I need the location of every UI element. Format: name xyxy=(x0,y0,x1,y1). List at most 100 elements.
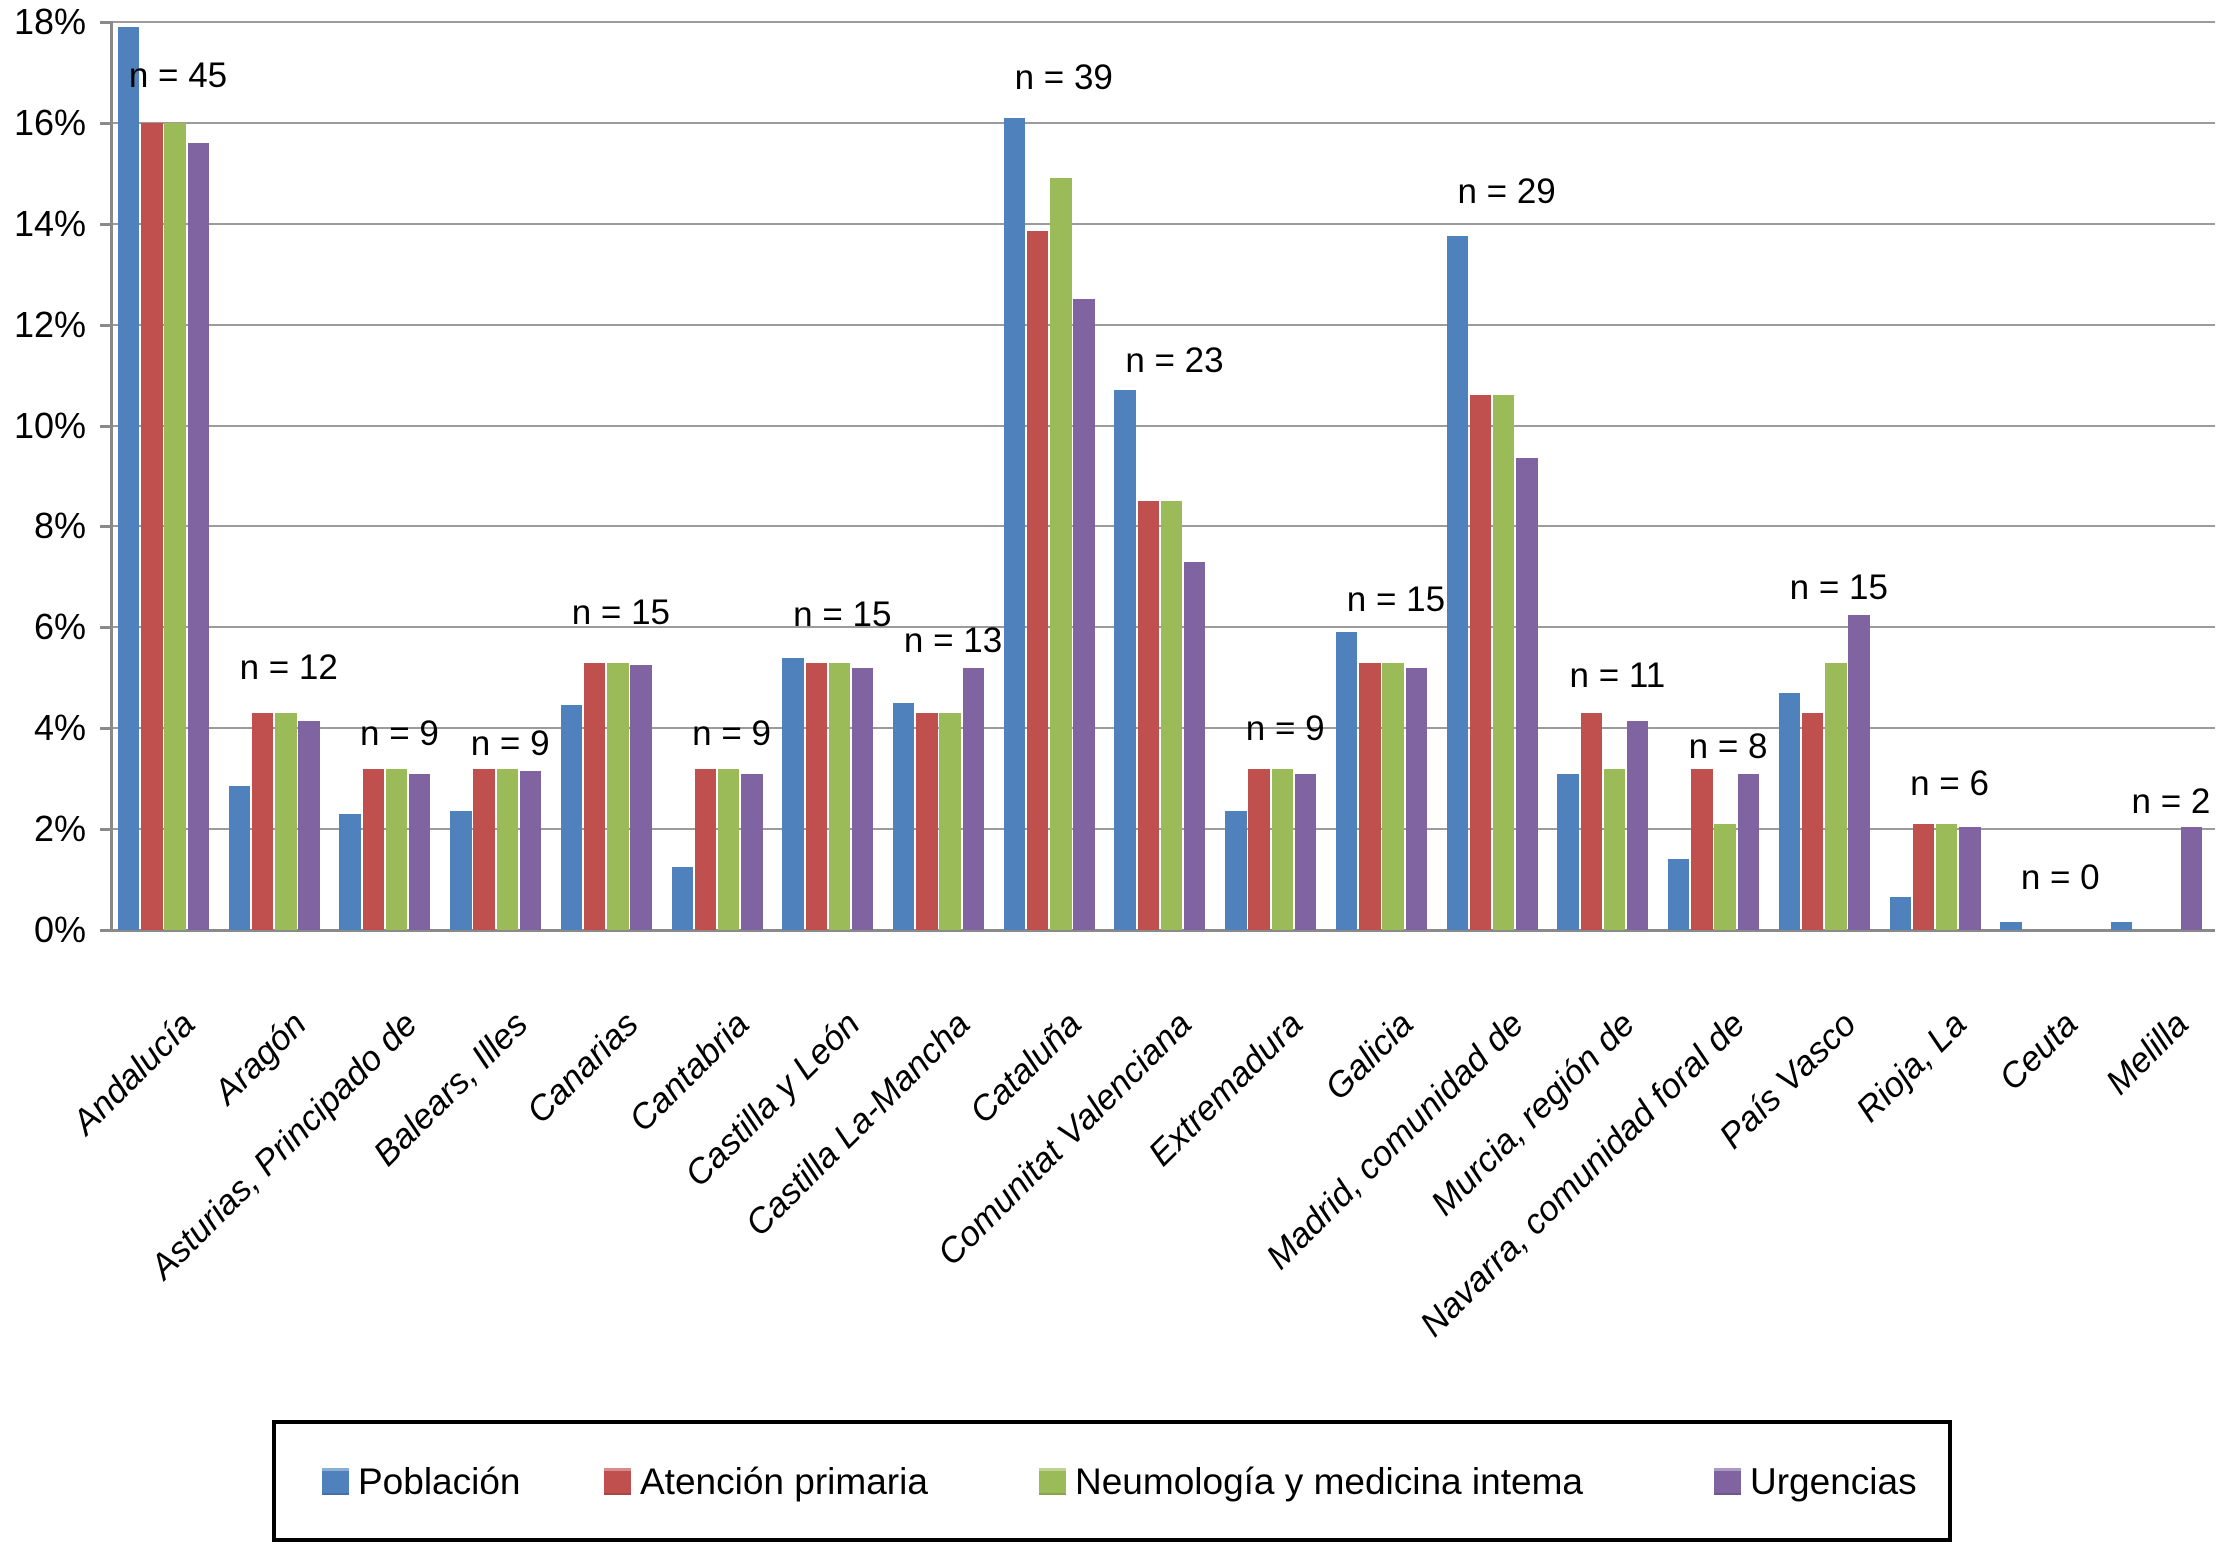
legend-label: Urgencias xyxy=(1750,1460,1917,1502)
group-count-label: n = 9 xyxy=(470,723,550,763)
gridline-16pct xyxy=(110,121,2215,124)
group-count-label: n = 12 xyxy=(239,648,338,688)
x-axis-line xyxy=(110,929,2215,932)
bar-atenci-n-primaria-9 xyxy=(1026,231,1049,930)
group-count-label: n = 13 xyxy=(903,620,1003,660)
bar-urgencias-17 xyxy=(1959,826,1981,930)
bar-poblaci-n-18 xyxy=(2000,922,2022,930)
legend-label: Neumología y medicina intema xyxy=(1075,1460,1583,1502)
x-axis-label-andaluc-a: Andalucía xyxy=(65,1004,203,1142)
bar-poblaci-n-2 xyxy=(228,786,251,930)
bar-poblaci-n-9 xyxy=(1003,117,1026,930)
legend-item-atenci-n-primaria: Atención primaria xyxy=(604,1424,928,1538)
bar-urgencias-11 xyxy=(1294,773,1317,930)
bar-poblaci-n-8 xyxy=(893,702,915,930)
bar-atenci-n-primaria-4 xyxy=(473,768,495,930)
bar-atenci-n-primaria-8 xyxy=(916,713,938,930)
bar-urgencias-8 xyxy=(962,667,985,930)
bar-neumolog-a-y-medicina-intema-3 xyxy=(385,768,408,930)
group-count-label: n = 9 xyxy=(692,713,772,753)
bar-atenci-n-primaria-17 xyxy=(1912,824,1935,930)
y-axis-tick-6pct xyxy=(100,626,112,630)
legend-swatch-icon xyxy=(1039,1467,1066,1495)
bar-neumolog-a-y-medicina-intema-5 xyxy=(607,662,629,930)
legend-label: Atención primaria xyxy=(640,1460,928,1502)
y-axis-tick-18pct xyxy=(100,20,112,24)
bar-atenci-n-primaria-15 xyxy=(1691,768,1713,930)
y-axis-tick-label: 10% xyxy=(13,404,86,446)
bar-poblaci-n-11 xyxy=(1225,811,1247,930)
bar-atenci-n-primaria-13 xyxy=(1469,395,1492,930)
group-count-label: n = 9 xyxy=(360,713,439,753)
bar-poblaci-n-13 xyxy=(1446,236,1469,930)
bar-neumolog-a-y-medicina-intema-7 xyxy=(828,662,851,930)
legend-item-neumolog-a-y-medicina-intema: Neumología y medicina intema xyxy=(1039,1424,1583,1538)
y-axis-tick-label: 4% xyxy=(33,707,86,749)
x-axis-label-melilla: Melilla xyxy=(2098,1004,2196,1103)
bar-neumolog-a-y-medicina-intema-4 xyxy=(496,768,518,930)
bar-atenci-n-primaria-14 xyxy=(1580,713,1602,930)
bar-urgencias-15 xyxy=(1737,773,1760,930)
bar-urgencias-7 xyxy=(851,667,874,930)
bar-urgencias-19 xyxy=(2180,826,2202,930)
bar-neumolog-a-y-medicina-intema-13 xyxy=(1493,395,1515,930)
bar-atenci-n-primaria-1 xyxy=(141,122,163,930)
legend: Población Atención primaria Neumología y m… xyxy=(272,1420,1952,1542)
legend-swatch-icon xyxy=(1714,1467,1741,1495)
bar-urgencias-12 xyxy=(1405,667,1427,930)
bar-poblaci-n-16 xyxy=(1778,692,1801,930)
bar-urgencias-13 xyxy=(1516,458,1538,930)
legend-label: Población xyxy=(358,1460,521,1502)
bar-poblaci-n-14 xyxy=(1557,773,1579,930)
bar-urgencias-5 xyxy=(630,665,652,930)
bar-poblaci-n-12 xyxy=(1335,632,1358,930)
bar-atenci-n-primaria-11 xyxy=(1248,768,1270,930)
y-axis-tick-0pct xyxy=(100,929,112,932)
y-axis-tick-10pct xyxy=(100,424,112,428)
bar-atenci-n-primaria-12 xyxy=(1359,662,1381,930)
y-axis-tick-label: 12% xyxy=(13,303,86,345)
y-axis-tick-label: 14% xyxy=(13,202,86,244)
bar-poblaci-n-3 xyxy=(339,813,361,930)
bar-poblaci-n-1 xyxy=(118,26,140,930)
bar-neumolog-a-y-medicina-intema-16 xyxy=(1825,662,1847,930)
x-axis-label-murcia-regi-n-de: Murcia, región de xyxy=(1423,1004,1643,1224)
bar-neumolog-a-y-medicina-intema-14 xyxy=(1603,768,1626,930)
bar-atenci-n-primaria-5 xyxy=(584,662,606,930)
group-count-label: n = 2 xyxy=(2131,782,2211,821)
bar-poblaci-n-7 xyxy=(782,657,804,930)
y-axis-tick-2pct xyxy=(100,828,112,832)
bar-neumolog-a-y-medicina-intema-9 xyxy=(1050,178,1072,930)
legend-item-poblaci-n: Población xyxy=(322,1424,521,1538)
bar-atenci-n-primaria-6 xyxy=(694,768,717,930)
bar-urgencias-16 xyxy=(1848,614,1870,930)
bar-poblaci-n-4 xyxy=(450,811,472,930)
group-count-label: n = 15 xyxy=(793,595,892,635)
bar-urgencias-9 xyxy=(1073,299,1095,930)
bar-neumolog-a-y-medicina-intema-2 xyxy=(275,713,297,930)
bar-neumolog-a-y-medicina-intema-6 xyxy=(718,768,740,930)
y-axis-tick-label: 18% xyxy=(13,0,86,42)
group-count-label: n = 29 xyxy=(1457,171,1556,211)
y-axis-tick-14pct xyxy=(100,222,112,226)
bar-poblaci-n-6 xyxy=(671,866,693,930)
group-count-label: n = 0 xyxy=(2020,857,2100,897)
group-count-label: n = 45 xyxy=(128,55,228,95)
x-axis-label-arag-n: Aragón xyxy=(206,1004,314,1112)
bar-atenci-n-primaria-2 xyxy=(251,713,274,930)
bar-neumolog-a-y-medicina-intema-1 xyxy=(164,122,186,930)
gridline-10pct xyxy=(110,424,2215,427)
bar-neumolog-a-y-medicina-intema-10 xyxy=(1160,501,1183,930)
group-count-label: n = 15 xyxy=(1789,567,1888,607)
y-axis-line xyxy=(110,20,113,931)
bar-atenci-n-primaria-16 xyxy=(1802,713,1824,930)
bar-neumolog-a-y-medicina-intema-17 xyxy=(1935,824,1958,930)
y-axis-tick-label: 8% xyxy=(33,505,86,547)
bar-poblaci-n-19 xyxy=(2110,922,2133,930)
y-axis-tick-label: 16% xyxy=(13,101,86,143)
bar-poblaci-n-10 xyxy=(1114,390,1136,930)
y-axis-tick-12pct xyxy=(100,323,112,327)
bar-poblaci-n-15 xyxy=(1668,859,1690,930)
bar-atenci-n-primaria-3 xyxy=(362,768,385,930)
